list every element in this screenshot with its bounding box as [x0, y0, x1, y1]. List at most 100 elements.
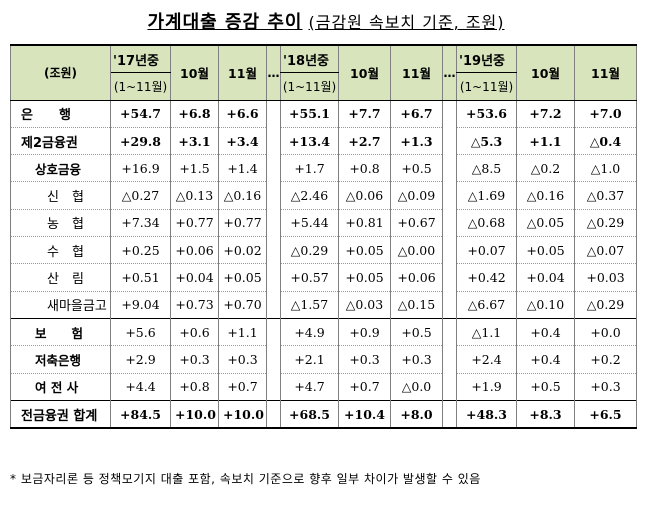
value-cell: +54.7 — [110, 99, 171, 128]
value-cell: +6.5 — [574, 399, 637, 430]
value-cell: +16.9 — [110, 154, 171, 182]
value-cell: +0.5 — [516, 372, 575, 401]
row-label: 보 험 — [10, 317, 111, 346]
unit-label: (조원) — [10, 43, 111, 101]
table-row: 제2금융권 +29.8 +3.1 +3.4 +13.4 +2.7 +1.3 △5.3 +1.1 △… — [10, 126, 637, 155]
month-10-19: 10월 — [516, 43, 575, 101]
value-cell: +5.6 — [110, 317, 171, 346]
title-main: 가계대출 증감 추이 — [147, 12, 303, 33]
value-cell: +6.6 — [218, 99, 267, 128]
value-cell: △0.09 — [390, 181, 443, 210]
value-cell: △1.57 — [280, 290, 339, 319]
value-cell: +0.7 — [218, 372, 267, 401]
value-cell: +10.0 — [218, 399, 267, 430]
value-cell: △0.29 — [574, 290, 637, 319]
value-cell: △0.15 — [390, 290, 443, 319]
value-cell: +53.6 — [456, 99, 517, 128]
value-cell: △1.0 — [574, 154, 637, 182]
value-cell: +55.1 — [280, 99, 339, 128]
row-label: 산 림 — [10, 263, 111, 292]
value-cell: △0.29 — [280, 236, 339, 264]
table-row: 산 림 +0.51 +0.04 +0.05 +0.57 +0.05 +0.06 +0.42 +0… — [10, 263, 637, 292]
value-cell: +0.4 — [516, 317, 575, 346]
value-cell: +5.44 — [280, 208, 339, 237]
value-cell: +0.7 — [338, 372, 391, 401]
dots-sep — [267, 127, 281, 154]
dots-sep — [267, 373, 281, 400]
row-label: 수 협 — [10, 236, 111, 264]
dots-sep — [267, 182, 281, 209]
value-cell: △1.69 — [456, 181, 517, 210]
value-cell: +0.73 — [170, 290, 219, 319]
table-row: 새마을금고 +9.04 +0.73 +0.70 △1.57 △0.03 △0.15 △6.67… — [10, 290, 637, 319]
value-cell: +4.7 — [280, 372, 339, 401]
value-cell: +0.57 — [280, 263, 339, 292]
value-cell: △0.16 — [218, 181, 267, 210]
value-cell: △0.37 — [574, 181, 637, 210]
value-cell: +0.81 — [338, 208, 391, 237]
value-cell: △0.16 — [516, 181, 575, 210]
value-cell: +1.7 — [280, 154, 339, 182]
value-cell: +9.04 — [110, 290, 171, 319]
value-cell: +13.4 — [280, 126, 339, 155]
dots-sep — [266, 99, 281, 128]
value-cell: △0.29 — [574, 208, 637, 237]
value-cell: +0.06 — [170, 236, 219, 264]
dots-sep — [442, 99, 457, 128]
value-cell: +1.4 — [218, 154, 267, 182]
dots-sep — [267, 346, 281, 373]
dots-sep — [267, 209, 281, 236]
month-10-18: 10월 — [338, 43, 391, 101]
value-cell: +0.5 — [390, 317, 443, 346]
year-18: '18년중 — [280, 44, 339, 74]
value-cell: +0.42 — [456, 263, 517, 292]
value-cell: +10.4 — [338, 399, 391, 430]
value-cell: +0.9 — [338, 317, 391, 346]
dots-sep — [266, 317, 281, 346]
value-cell: △0.13 — [170, 181, 219, 210]
value-cell: +0.3 — [170, 345, 219, 374]
dots-sep — [443, 155, 457, 182]
row-label: 전금융권 합계 — [10, 399, 111, 430]
dots-sep — [267, 264, 281, 291]
value-cell: +0.04 — [516, 263, 575, 292]
dots-sep — [267, 155, 281, 182]
row-label: 저축은행 — [10, 345, 111, 374]
value-cell: +0.70 — [218, 290, 267, 319]
dots-sep — [267, 291, 281, 318]
value-cell: △0.10 — [516, 290, 575, 319]
table-row: 농 협 +7.34 +0.77 +0.77 +5.44 +0.81 +0.67 △0.68 △0… — [10, 208, 637, 237]
value-cell: △0.2 — [516, 154, 575, 182]
table-row: 수 협 +0.25 +0.06 +0.02 △0.29 +0.05 △0.00 +0.07 +0… — [10, 236, 637, 264]
value-cell: +8.0 — [390, 399, 443, 430]
month-11-18: 11월 — [390, 43, 443, 101]
value-cell: +7.34 — [110, 208, 171, 237]
value-cell: +4.9 — [280, 317, 339, 346]
value-cell: +2.9 — [110, 345, 171, 374]
value-cell: +0.3 — [338, 345, 391, 374]
value-cell: +0.67 — [390, 208, 443, 237]
value-cell: +0.3 — [390, 345, 443, 374]
page-title: 가계대출 증감 추이 (금감원 속보치 기준, 조원) — [0, 8, 652, 34]
title-note: (금감원 속보치 기준, 조원) — [308, 13, 505, 32]
dots-sep — [266, 399, 281, 430]
row-label: 여 전 사 — [10, 372, 111, 401]
dots-sep — [267, 237, 281, 264]
value-cell: +1.1 — [218, 317, 267, 346]
table-row: 전금융권 합계 +84.5 +10.0 +10.0 +68.5 +10.4 +8.0 +48.… — [10, 399, 637, 430]
value-cell: +0.4 — [516, 345, 575, 374]
dots-sep — [443, 209, 457, 236]
dots-sep: … — [266, 43, 281, 101]
range-17: (1~11월) — [110, 72, 171, 101]
value-cell: △0.05 — [516, 208, 575, 237]
value-cell: +48.3 — [456, 399, 517, 430]
value-cell: +7.7 — [338, 99, 391, 128]
range-19: (1~11월) — [456, 72, 517, 101]
table-row: 상호금융 +16.9 +1.5 +1.4 +1.7 +0.8 +0.5 △8.5 △0.2 △1.… — [10, 154, 637, 182]
value-cell: △0.06 — [338, 181, 391, 210]
value-cell: +3.1 — [170, 126, 219, 155]
value-cell: +2.7 — [338, 126, 391, 155]
month-10-17: 10월 — [170, 43, 219, 101]
value-cell: +0.5 — [390, 154, 443, 182]
row-label: 새마을금고 — [10, 290, 111, 319]
